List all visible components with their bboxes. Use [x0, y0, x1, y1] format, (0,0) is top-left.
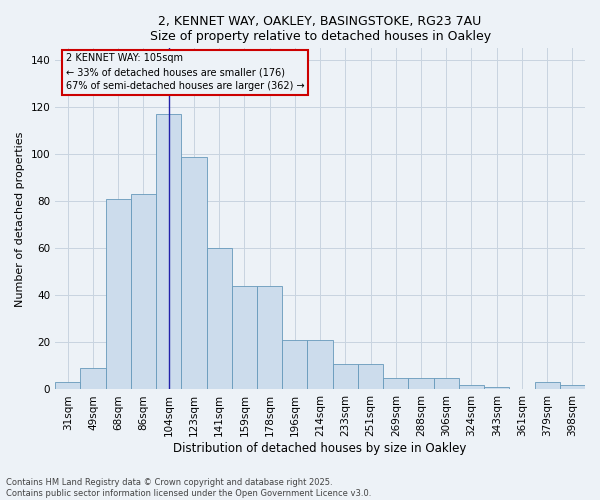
Bar: [181, 156, 206, 390]
Text: Contains HM Land Registry data © Crown copyright and database right 2025.
Contai: Contains HM Land Registry data © Crown c…: [6, 478, 371, 498]
Bar: [535, 382, 560, 390]
Bar: [409, 378, 434, 390]
Bar: [332, 364, 358, 390]
Bar: [80, 368, 106, 390]
Bar: [434, 378, 459, 390]
Bar: [156, 114, 181, 390]
Bar: [206, 248, 232, 390]
X-axis label: Distribution of detached houses by size in Oakley: Distribution of detached houses by size …: [173, 442, 467, 455]
Bar: [257, 286, 282, 390]
Bar: [560, 385, 585, 390]
Bar: [131, 194, 156, 390]
Bar: [383, 378, 409, 390]
Text: 2 KENNET WAY: 105sqm
← 33% of detached houses are smaller (176)
67% of semi-deta: 2 KENNET WAY: 105sqm ← 33% of detached h…: [66, 54, 304, 92]
Bar: [307, 340, 332, 390]
Bar: [484, 387, 509, 390]
Y-axis label: Number of detached properties: Number of detached properties: [15, 131, 25, 306]
Bar: [282, 340, 307, 390]
Bar: [106, 199, 131, 390]
Bar: [55, 382, 80, 390]
Bar: [232, 286, 257, 390]
Title: 2, KENNET WAY, OAKLEY, BASINGSTOKE, RG23 7AU
Size of property relative to detach: 2, KENNET WAY, OAKLEY, BASINGSTOKE, RG23…: [149, 15, 491, 43]
Bar: [459, 385, 484, 390]
Bar: [358, 364, 383, 390]
